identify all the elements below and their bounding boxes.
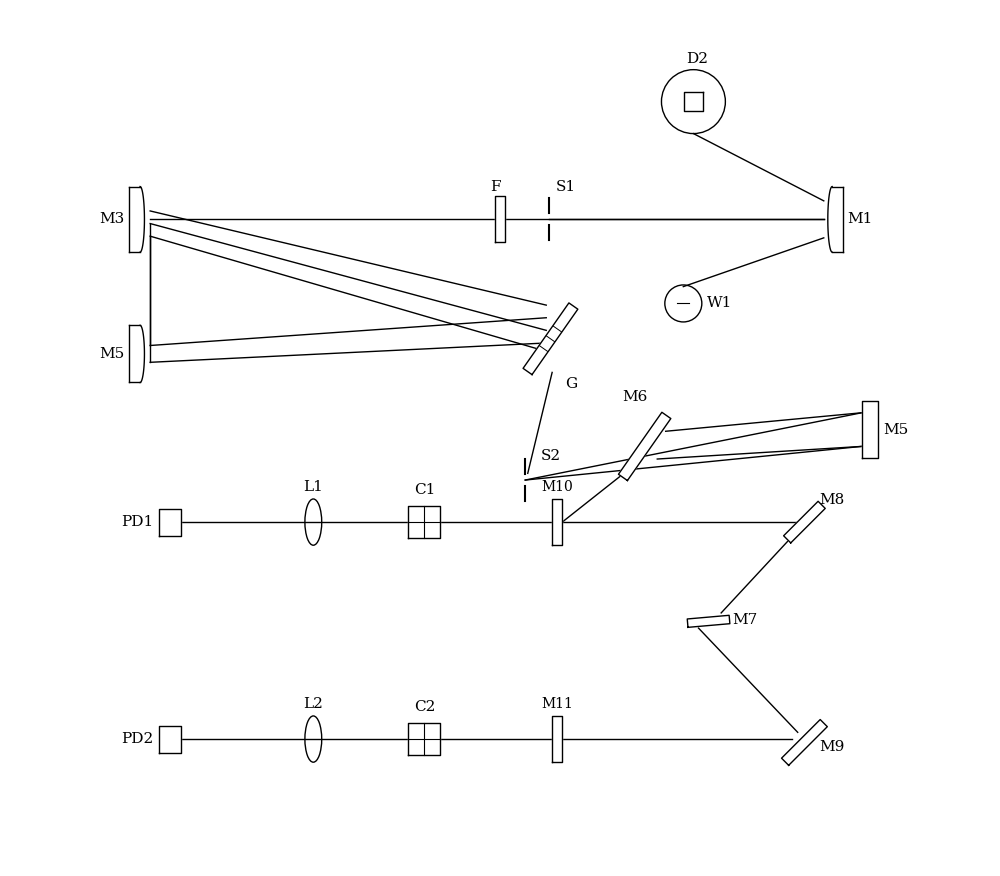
Text: M10: M10 bbox=[541, 480, 573, 494]
Polygon shape bbox=[408, 506, 440, 538]
Polygon shape bbox=[159, 509, 181, 535]
Text: G: G bbox=[566, 377, 578, 391]
Polygon shape bbox=[687, 615, 730, 627]
Text: W1: W1 bbox=[707, 296, 732, 310]
Text: PD1: PD1 bbox=[121, 515, 154, 529]
Text: M9: M9 bbox=[820, 739, 845, 753]
Polygon shape bbox=[784, 501, 825, 543]
Text: S2: S2 bbox=[540, 449, 560, 463]
Text: F: F bbox=[491, 180, 501, 194]
Text: D2: D2 bbox=[687, 53, 709, 67]
Polygon shape bbox=[552, 716, 562, 762]
Polygon shape bbox=[408, 723, 440, 755]
Polygon shape bbox=[523, 303, 578, 375]
Text: M3: M3 bbox=[100, 212, 125, 226]
Text: M5: M5 bbox=[100, 347, 125, 361]
Text: C2: C2 bbox=[414, 700, 435, 714]
Text: M11: M11 bbox=[541, 697, 573, 711]
Text: PD2: PD2 bbox=[121, 732, 154, 746]
Text: M7: M7 bbox=[732, 612, 757, 626]
Text: L1: L1 bbox=[303, 480, 323, 494]
Text: M1: M1 bbox=[847, 212, 873, 226]
Text: C1: C1 bbox=[414, 483, 435, 497]
Polygon shape bbox=[159, 725, 181, 752]
Text: M6: M6 bbox=[622, 391, 647, 405]
Text: M5: M5 bbox=[883, 422, 909, 436]
Text: M8: M8 bbox=[820, 493, 845, 507]
Text: S1: S1 bbox=[556, 180, 576, 194]
Text: L2: L2 bbox=[303, 697, 323, 711]
Polygon shape bbox=[552, 499, 562, 545]
Polygon shape bbox=[862, 401, 878, 458]
Polygon shape bbox=[495, 196, 505, 243]
Polygon shape bbox=[782, 719, 827, 766]
Polygon shape bbox=[618, 413, 671, 481]
